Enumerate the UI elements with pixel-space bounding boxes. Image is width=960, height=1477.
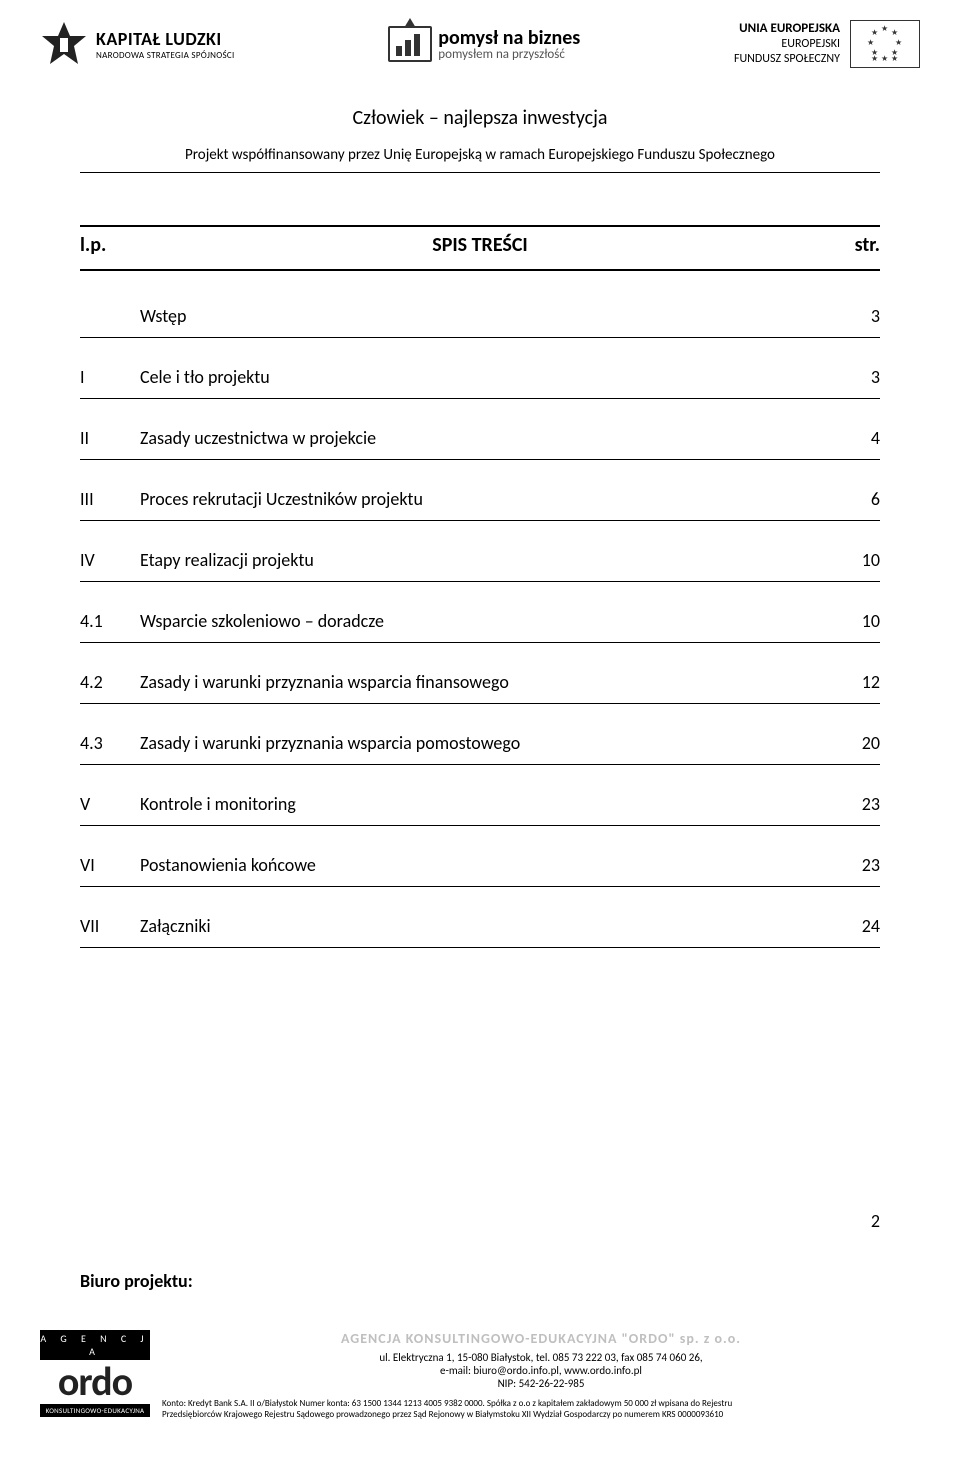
toc-page: 6 — [820, 488, 880, 510]
toc-lp: VII — [80, 915, 140, 937]
eu-flag-icon: ★ ★ ★ ★ ★ ★ ★ ★ ★ ★ — [850, 20, 920, 68]
toc-title: Zasady i warunki przyznania wsparcia pom… — [140, 732, 820, 754]
toc-lp: VI — [80, 854, 140, 876]
eu-line2: EUROPEJSKI — [734, 37, 840, 52]
toc-title: Postanowienia końcowe — [140, 854, 820, 876]
toc-header-row: l.p. SPIS TREŚCI str. — [80, 233, 880, 267]
toc-row: II Zasady uczestnictwa w projekcie 4 — [80, 413, 880, 459]
toc-page: 4 — [820, 427, 880, 449]
ordo-logo: A G E N C J A ordo KONSULTINGOWO-EDUKACY… — [40, 1330, 150, 1417]
spacer — [80, 399, 880, 413]
toc-page: 3 — [820, 366, 880, 388]
toc-page: 3 — [820, 305, 880, 327]
toc-row: 4.2 Zasady i warunki przyznania wsparcia… — [80, 657, 880, 703]
page-number: 2 — [871, 1210, 880, 1232]
kapital-subtitle: NARODOWA STRATEGIA SPÓJNOŚCI — [96, 50, 235, 61]
toc-lp: II — [80, 427, 140, 449]
toc-lp: 4.1 — [80, 610, 140, 632]
toc-lp: I — [80, 366, 140, 388]
eu-line1: UNIA EUROPEJSKA — [734, 21, 840, 37]
toc-title: Załączniki — [140, 915, 820, 937]
toc-title: Zasady uczestnictwa w projekcie — [140, 427, 820, 449]
toc-row: IV Etapy realizacji projektu 10 — [80, 535, 880, 581]
toc-row: VII Załączniki 24 — [80, 901, 880, 947]
toc-lp: 4.3 — [80, 732, 140, 754]
header-logos: KAPITAŁ LUDZKI NARODOWA STRATEGIA SPÓJNO… — [0, 0, 960, 78]
ordo-bot: KONSULTINGOWO-EDUKACYJNA — [40, 1404, 150, 1417]
spacer — [80, 521, 880, 535]
toc-page: 23 — [820, 854, 880, 876]
footer-label: Biuro projektu: — [80, 1270, 193, 1292]
toc-title: Kontrole i monitoring — [140, 793, 820, 815]
toc-page: 10 — [820, 610, 880, 632]
spacer — [80, 826, 880, 840]
toc-row: 4.1 Wsparcie szkoleniowo – doradcze 10 — [80, 596, 880, 642]
footer-text: AGENCJA KONSULTINGOWO-EDUKACYJNA "ORDO" … — [162, 1330, 920, 1421]
toc-row: Wstęp 3 — [80, 291, 880, 337]
ordo-top: A G E N C J A — [40, 1330, 150, 1360]
footer-agency-name: AGENCJA KONSULTINGOWO-EDUKACYJNA "ORDO" … — [162, 1330, 920, 1347]
toc-page: 20 — [820, 732, 880, 754]
bar-chart-icon — [388, 26, 432, 62]
toc-row: I Cele i tło projektu 3 — [80, 352, 880, 398]
toc-row: VI Postanowienia końcowe 23 — [80, 840, 880, 886]
logo-pomysl: pomysł na biznes pomysłem na przyszłość — [388, 26, 580, 62]
toc-header-title: SPIS TREŚCI — [140, 233, 820, 257]
spacer — [80, 887, 880, 901]
eu-text: UNIA EUROPEJSKA EUROPEJSKI FUNDUSZ SPOŁE… — [734, 21, 840, 67]
spacer — [80, 460, 880, 474]
toc-row: 4.3 Zasady i warunki przyznania wsparcia… — [80, 718, 880, 764]
spacer — [80, 277, 880, 291]
spacer — [80, 338, 880, 352]
toc-page: 10 — [820, 549, 880, 571]
toc-page: 23 — [820, 793, 880, 815]
ordo-mid: ordo — [40, 1360, 150, 1404]
kapital-title: KAPITAŁ LUDZKI — [96, 28, 235, 50]
spacer — [80, 765, 880, 779]
kapital-text: KAPITAŁ LUDZKI NARODOWA STRATEGIA SPÓJNO… — [96, 28, 235, 61]
logo-kapital: KAPITAŁ LUDZKI NARODOWA STRATEGIA SPÓJNO… — [40, 20, 235, 68]
toc-lp: V — [80, 793, 140, 815]
header-sub-title: Projekt współfinansowany przez Unię Euro… — [80, 146, 880, 173]
toc-row: III Proces rekrutacji Uczestników projek… — [80, 474, 880, 520]
eu-line3: FUNDUSZ SPOŁECZNY — [734, 52, 840, 67]
toc-lp: 4.2 — [80, 671, 140, 693]
footer-address-1: ul. Elektryczna 1, 15-080 Białystok, tel… — [162, 1351, 920, 1364]
logo-eu: UNIA EUROPEJSKA EUROPEJSKI FUNDUSZ SPOŁE… — [734, 20, 920, 68]
footer-address-2: e-mail: biuro@ordo.info.pl, www.ordo.inf… — [162, 1364, 920, 1377]
pomysl-sub: pomysłem na przyszłość — [438, 48, 580, 61]
toc-title: Zasady i warunki przyznania wsparcia fin… — [140, 671, 820, 693]
spacer — [80, 582, 880, 596]
toc: l.p. SPIS TREŚCI str. Wstęp 3 I Cele i t… — [0, 173, 960, 948]
toc-title: Proces rekrutacji Uczestników projektu — [140, 488, 820, 510]
footer-block: A G E N C J A ordo KONSULTINGOWO-EDUKACY… — [40, 1330, 920, 1421]
separator — [80, 225, 880, 227]
footer-fine-1: Konto: Kredyt Bank S.A. II o/Białystok N… — [162, 1398, 920, 1409]
footer-fine-2: Przedsiębiorców Krajowego Rejestru Sądow… — [162, 1409, 920, 1420]
toc-lp: IV — [80, 549, 140, 571]
toc-header-page: str. — [820, 233, 880, 257]
toc-title: Wsparcie szkoleniowo – doradcze — [140, 610, 820, 632]
footer-fine: Konto: Kredyt Bank S.A. II o/Białystok N… — [162, 1398, 920, 1421]
toc-title: Etapy realizacji projektu — [140, 549, 820, 571]
toc-title: Wstęp — [140, 305, 820, 327]
toc-header-lp: l.p. — [80, 233, 140, 257]
toc-page: 24 — [820, 915, 880, 937]
toc-row: V Kontrole i monitoring 23 — [80, 779, 880, 825]
toc-page: 12 — [820, 671, 880, 693]
pomysl-main: pomysł na biznes — [438, 28, 580, 48]
separator — [80, 947, 880, 948]
separator — [80, 269, 880, 271]
footer-nip: NIP: 542-26-22-985 — [162, 1377, 920, 1390]
header-main-title: Człowiek – najlepsza inwestycja — [0, 106, 960, 130]
kapital-star-icon — [40, 20, 88, 68]
pomysl-text: pomysł na biznes pomysłem na przyszłość — [438, 28, 580, 61]
toc-title: Cele i tło projektu — [140, 366, 820, 388]
toc-lp: III — [80, 488, 140, 510]
spacer — [80, 643, 880, 657]
header-titles: Człowiek – najlepsza inwestycja Projekt … — [0, 106, 960, 173]
spacer — [80, 704, 880, 718]
